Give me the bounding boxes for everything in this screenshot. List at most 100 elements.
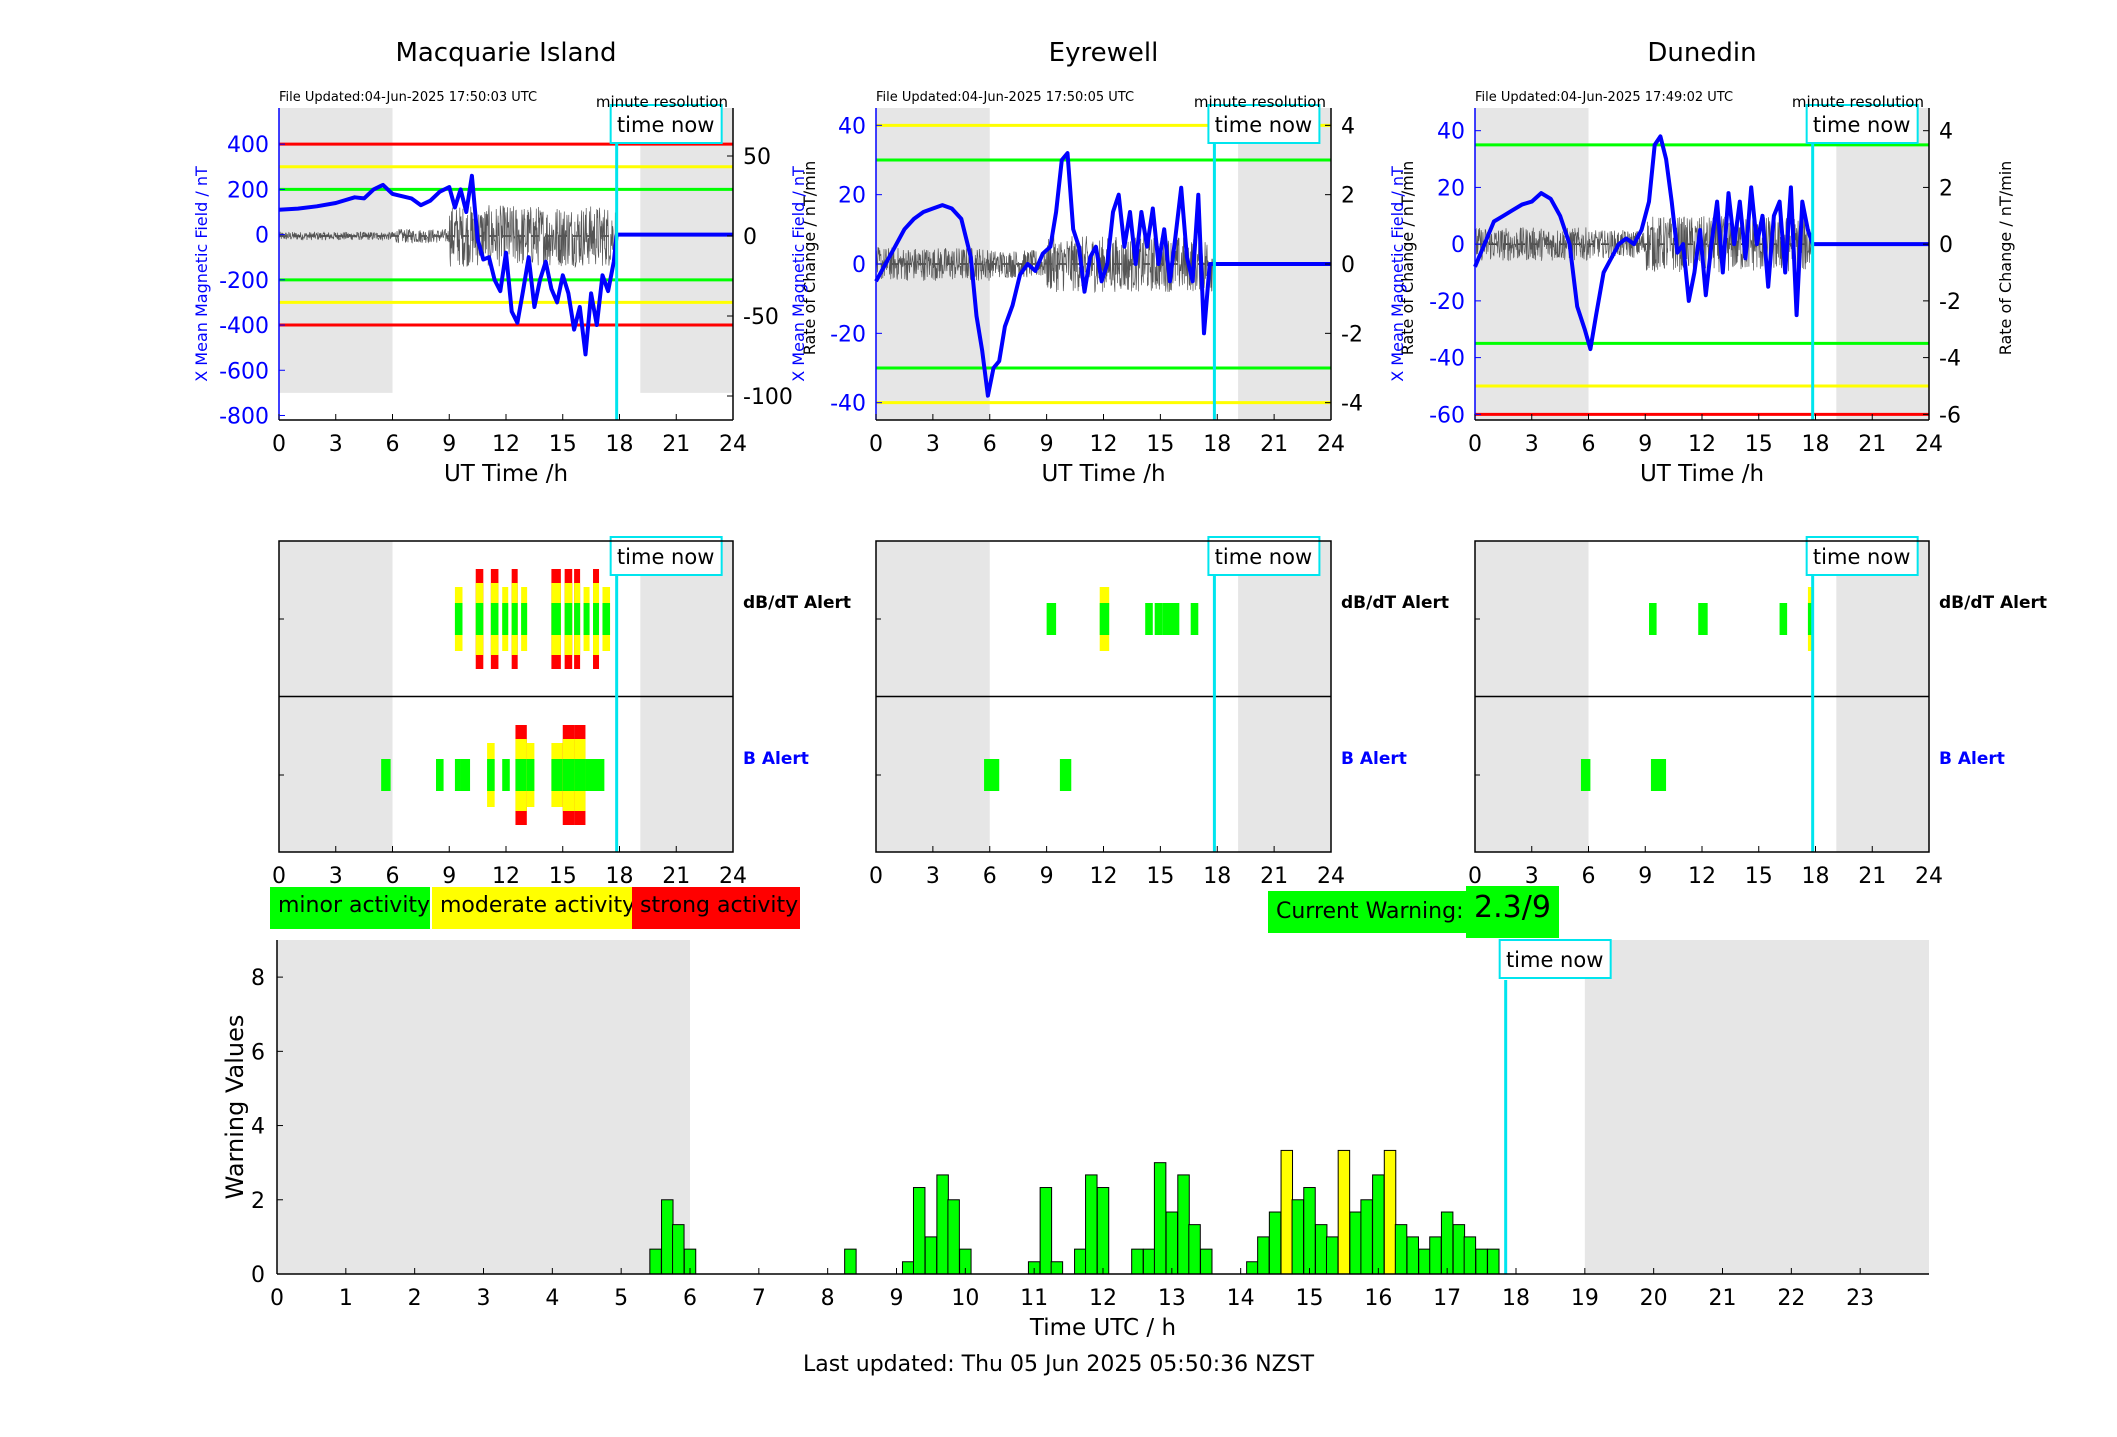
warning-chart-bar-minor bbox=[1349, 1211, 1362, 1275]
panel2-x-tick-label: 3 bbox=[926, 432, 940, 457]
alert-panel1-dbdt-minor-bar bbox=[593, 603, 600, 635]
warning-chart-bar-minor bbox=[1257, 1236, 1270, 1275]
panel3-x-tick-label: 6 bbox=[1582, 432, 1596, 457]
alert-panel1-x-tick-label: 21 bbox=[662, 864, 690, 889]
alert-panel1-time-now-label-box bbox=[609, 536, 723, 576]
panel1-y-right-tick-label: 50 bbox=[743, 145, 771, 170]
alert-panel2-x-tick-label: 15 bbox=[1146, 864, 1174, 889]
warning-chart-x-tick-label: 2 bbox=[408, 1286, 422, 1311]
alert-panel2-dbdt-minor-bar bbox=[1190, 603, 1199, 635]
alert-panel2-time-now-label-box bbox=[1207, 536, 1321, 576]
panel3-y-tick-label: 20 bbox=[1437, 176, 1465, 201]
panel1-file-updated: File Updated:04-Jun-2025 17:50:03 UTC bbox=[279, 90, 537, 105]
warning-chart-time-now-label-box bbox=[1498, 939, 1612, 979]
warning-chart-bar-minor bbox=[924, 1236, 938, 1275]
panel1-y-tick-label: 200 bbox=[227, 178, 269, 203]
warning-chart-bar-moderate bbox=[1280, 1149, 1294, 1275]
panel1-x-tick-label: 9 bbox=[442, 432, 456, 457]
alert-panel3-dbdt-label: dB/dT Alert bbox=[1939, 593, 2047, 613]
alert-panel3-dbdt-minor-bar bbox=[1807, 603, 1814, 635]
alert-panel1-x-tick-label: 9 bbox=[442, 864, 456, 889]
panel1-night-shade bbox=[279, 108, 393, 393]
warning-chart-bar-minor bbox=[1074, 1248, 1087, 1275]
alert-panel3-b-minor-bar bbox=[1650, 759, 1667, 791]
alert-panel1-b-minor-bar bbox=[436, 759, 444, 791]
panel1-resolution: minute resolution bbox=[596, 93, 728, 111]
warning-chart-bar-minor bbox=[1325, 1236, 1339, 1275]
panel1-x-tick-label: 18 bbox=[606, 432, 634, 457]
warning-chart-bar-minor bbox=[1406, 1236, 1419, 1275]
panel2-ylabel: X Mean Magnetic Field / nT bbox=[789, 166, 808, 382]
alert-panel1-dbdt-minor-bar bbox=[564, 603, 573, 635]
alert-panel1-b-minor-bar bbox=[454, 759, 461, 791]
warning-chart-x-tick-label: 23 bbox=[1846, 1286, 1874, 1311]
warning-chart-y-tick-label: 4 bbox=[251, 1115, 265, 1140]
alert-panel3-dbdt-minor-bar bbox=[1649, 603, 1657, 635]
warning-chart-bar-minor bbox=[672, 1224, 685, 1275]
alert-panel3-x-tick-label: 24 bbox=[1915, 864, 1943, 889]
panel1-y-right-tick-label: -100 bbox=[743, 385, 793, 410]
current-warning-value: 2.3/9 bbox=[1466, 886, 1559, 938]
warning-chart-bar-minor bbox=[1188, 1224, 1201, 1275]
panel1-field-series bbox=[278, 173, 733, 357]
panel3-resolution: minute resolution bbox=[1792, 93, 1924, 111]
panel2-x-tick-label: 9 bbox=[1040, 432, 1054, 457]
warning-chart-x-tick-label: 20 bbox=[1640, 1286, 1668, 1311]
alert-panel2-x-tick-label: 3 bbox=[926, 864, 940, 889]
warning-chart-x-tick-label: 5 bbox=[614, 1286, 628, 1311]
warning-chart-bar-moderate bbox=[1383, 1149, 1397, 1275]
alert-panel3-x-tick-label: 12 bbox=[1688, 864, 1716, 889]
warning-chart-ylabel: Warning Values bbox=[221, 1015, 249, 1200]
panel1-x-tick-label: 0 bbox=[272, 432, 286, 457]
panel2-x-tick-label: 15 bbox=[1146, 432, 1174, 457]
warning-chart-x-tick-label: 13 bbox=[1158, 1286, 1186, 1311]
warning-chart-bar-minor bbox=[1314, 1224, 1328, 1275]
alert-panel2-b-minor-bar bbox=[984, 759, 1000, 791]
panel2-x-tick-label: 21 bbox=[1260, 432, 1288, 457]
panel2-y-right-tick-label: 0 bbox=[1341, 253, 1355, 278]
alert-panel3-time-now-label: time now bbox=[1813, 545, 1910, 569]
alert-panel1-b-minor-bar bbox=[526, 759, 535, 791]
panel1-y-tick-label: -600 bbox=[219, 359, 269, 384]
alert-panel1-x-tick-label: 3 bbox=[329, 864, 343, 889]
panel3-x-tick-label: 3 bbox=[1525, 432, 1539, 457]
panel3-x-tick-label: 12 bbox=[1688, 432, 1716, 457]
alert-panel1-b-minor-bar bbox=[487, 759, 495, 791]
warning-chart-x-tick-label: 16 bbox=[1364, 1286, 1392, 1311]
panel1-x-tick-label: 15 bbox=[549, 432, 577, 457]
alert-panel2-x-tick-label: 0 bbox=[869, 864, 883, 889]
alert-panel1-dbdt-minor-bar bbox=[454, 603, 463, 635]
alert-panel1-dbdt-minor-bar bbox=[490, 603, 499, 635]
alert-panel2-x-tick-label: 6 bbox=[983, 864, 997, 889]
legend-moderate: moderate activity bbox=[432, 887, 635, 929]
warning-chart-x-tick-label: 17 bbox=[1433, 1286, 1461, 1311]
alert-panel1-b-minor-bar bbox=[551, 759, 563, 791]
panel2-y-right-tick-label: 4 bbox=[1341, 114, 1355, 139]
panel3-y-right-tick-label: -4 bbox=[1939, 347, 1961, 372]
warning-chart-bar-minor bbox=[1418, 1248, 1431, 1275]
warning-chart-bar-minor bbox=[1246, 1261, 1259, 1275]
warning-chart-x-tick-label: 14 bbox=[1227, 1286, 1255, 1311]
panel2-x-tick-label: 6 bbox=[983, 432, 997, 457]
alert-panel3-x-tick-label: 0 bbox=[1468, 864, 1482, 889]
panel2-ylabel-right: Rate of Change / nT/min bbox=[1398, 161, 1417, 356]
warning-chart-bar-minor bbox=[1177, 1174, 1190, 1275]
warning-chart-bar-minor bbox=[1394, 1224, 1408, 1275]
panel2-y-tick-label: -40 bbox=[830, 392, 866, 417]
panel1-ylabel: X Mean Magnetic Field / nT bbox=[192, 166, 211, 382]
warning-chart-night-shade bbox=[277, 940, 690, 1274]
panel1-x-tick-label: 21 bbox=[662, 432, 690, 457]
alert-panel2-x-tick-label: 24 bbox=[1317, 864, 1345, 889]
panel1-title: Macquarie Island bbox=[395, 38, 616, 68]
panel2-x-tick-label: 0 bbox=[869, 432, 883, 457]
panel3-y-right-tick-label: 4 bbox=[1939, 120, 1953, 145]
panel3-y-right-tick-label: 0 bbox=[1939, 233, 1953, 258]
alert-panel3-x-tick-label: 3 bbox=[1525, 864, 1539, 889]
warning-chart-x-tick-label: 19 bbox=[1571, 1286, 1599, 1311]
warning-chart-bar-minor bbox=[1303, 1187, 1316, 1275]
alert-panel1-time-now-label: time now bbox=[617, 545, 714, 569]
alert-panel2-x-tick-label: 21 bbox=[1260, 864, 1288, 889]
alert-panel1-x-tick-label: 0 bbox=[272, 864, 286, 889]
warning-chart-bar-minor bbox=[1200, 1248, 1213, 1275]
alert-panel1-dbdt-minor-bar bbox=[574, 603, 581, 635]
